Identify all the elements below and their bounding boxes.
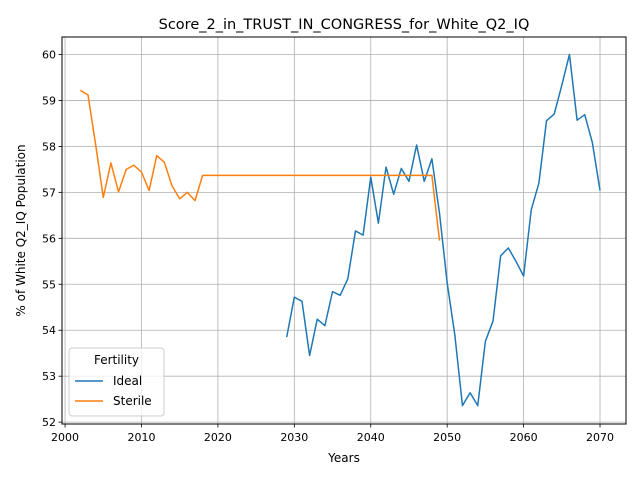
legend: Fertility Ideal Sterile: [69, 348, 164, 416]
y-tick-label: 60: [42, 48, 56, 61]
x-tick-label: 2070: [586, 431, 614, 444]
y-tick-label: 58: [42, 140, 56, 153]
legend-label-sterile: Sterile: [113, 394, 152, 408]
x-tick-label: 2040: [357, 431, 385, 444]
y-axis-label: % of White Q2_IQ Population: [14, 144, 28, 316]
y-tick-label: 57: [42, 186, 56, 199]
y-tick-label: 56: [42, 232, 56, 245]
x-tick-label: 2030: [280, 431, 308, 444]
x-tick-label: 2020: [204, 431, 232, 444]
x-axis-label: Years: [327, 451, 360, 465]
legend-label-ideal: Ideal: [113, 374, 142, 388]
y-tick-label: 59: [42, 94, 56, 107]
series-line-ideal: [287, 54, 600, 405]
y-tick-label: 54: [42, 324, 56, 337]
y-tick-label: 52: [42, 416, 56, 429]
series-line-sterile: [80, 90, 439, 240]
x-tick-label: 2050: [433, 431, 461, 444]
x-tick-label: 2010: [127, 431, 155, 444]
legend-title: Fertility: [94, 353, 139, 367]
x-tick-label: 2000: [51, 431, 79, 444]
x-tick-label: 2060: [510, 431, 538, 444]
y-tick-label: 55: [42, 278, 56, 291]
y-tick-label: 53: [42, 370, 56, 383]
chart-title: Score_2_in_TRUST_IN_CONGRESS_for_White_Q…: [159, 17, 530, 33]
